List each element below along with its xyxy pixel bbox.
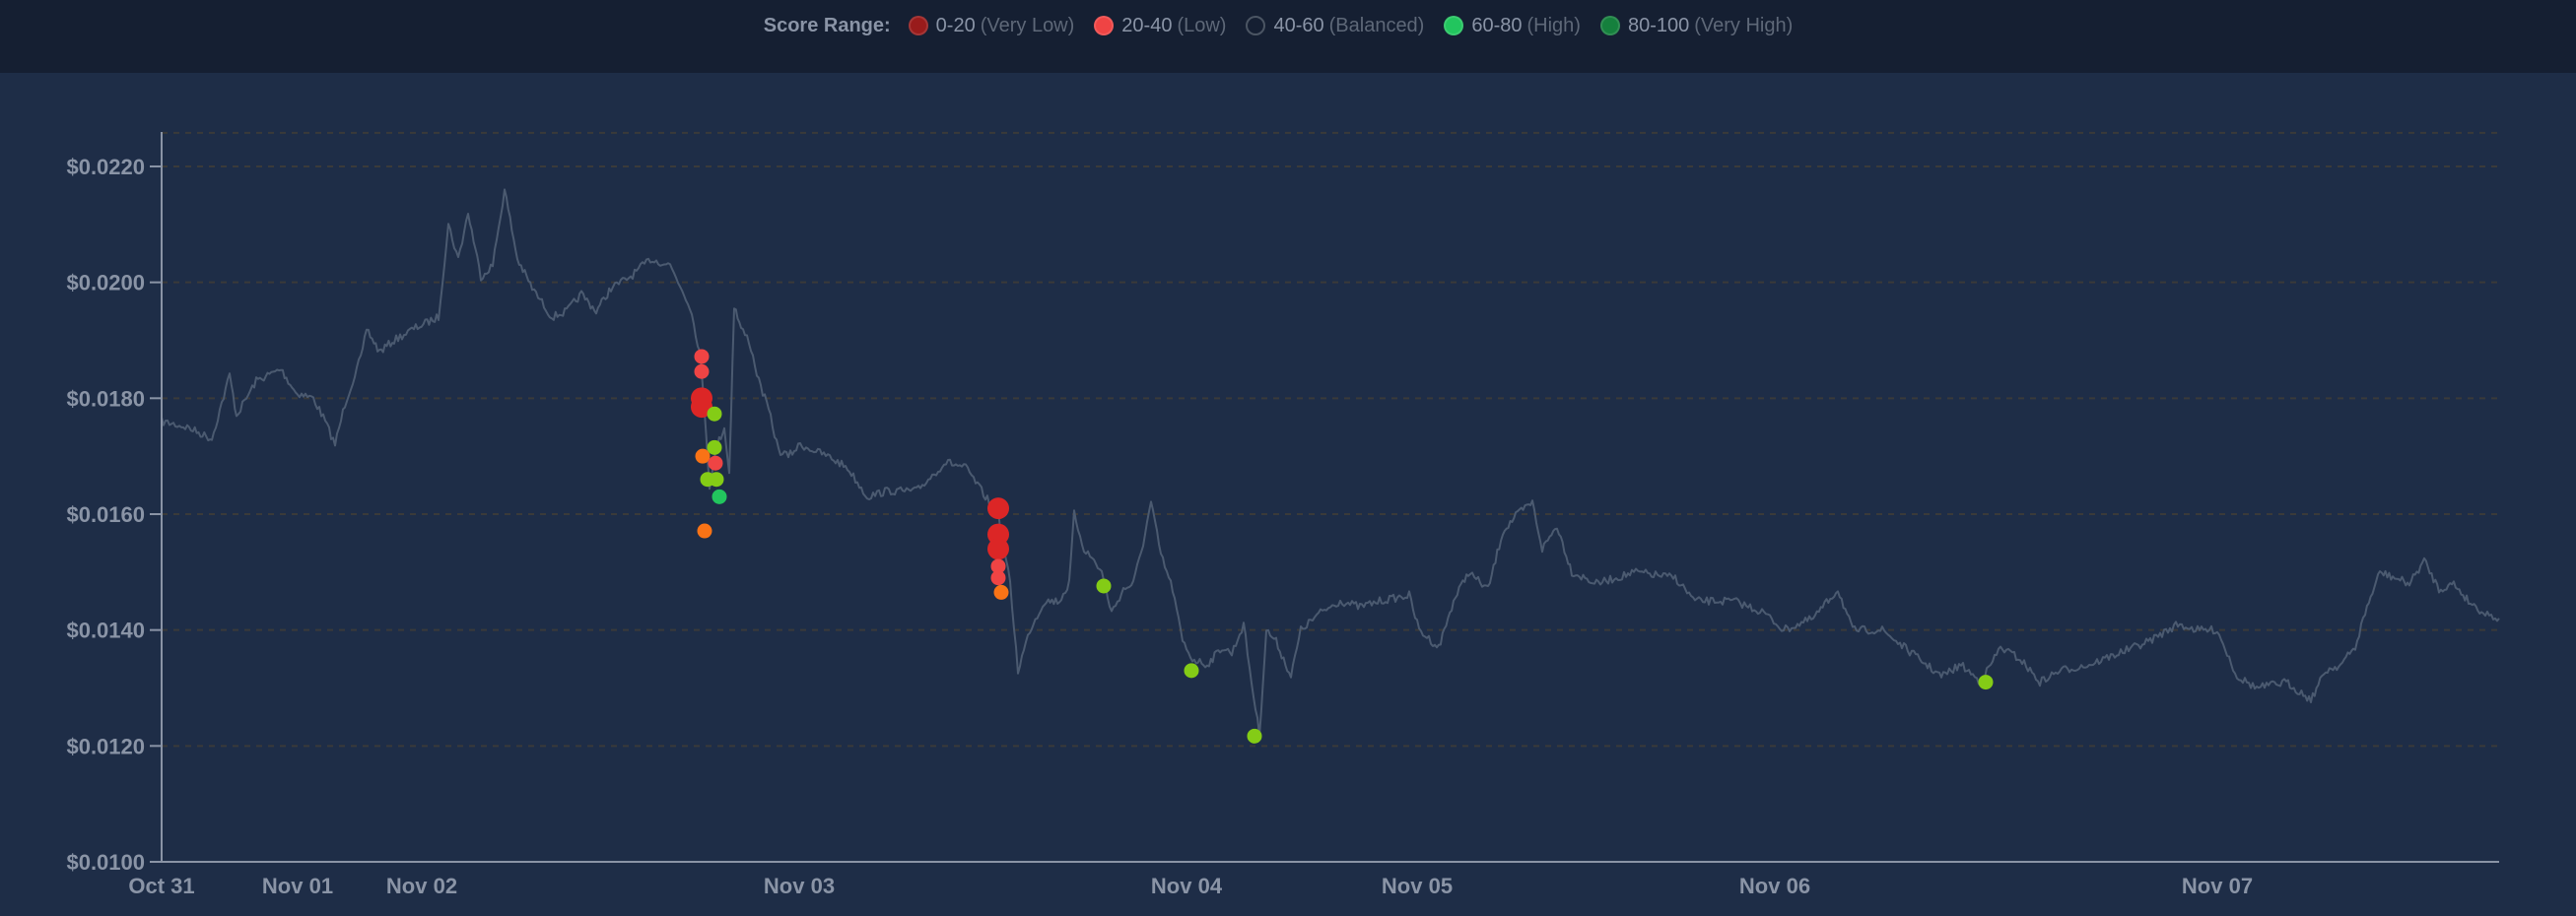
x-tick-label: Nov 06	[1739, 874, 1810, 898]
score-marker[interactable]	[1096, 578, 1112, 594]
gridlines	[162, 131, 2499, 748]
y-tick-label: $0.0160	[66, 502, 145, 527]
legend-desc: (Very High)	[1694, 14, 1794, 36]
legend-title: Score Range:	[763, 14, 891, 36]
y-tick-label: $0.0220	[66, 155, 145, 179]
legend-item-very-high[interactable]: 80-100 (Very High)	[1599, 14, 1794, 37]
score-marker[interactable]	[695, 448, 711, 464]
y-tick-label: $0.0200	[66, 271, 145, 295]
legend-item-balanced[interactable]: 40-60 (Balanced)	[1246, 15, 1424, 37]
legend-dot-icon	[1246, 16, 1266, 35]
x-tick-label: Nov 02	[386, 874, 457, 898]
score-markers	[691, 349, 1994, 744]
score-marker[interactable]	[712, 489, 727, 504]
legend-dot-icon	[1444, 16, 1464, 35]
score-marker[interactable]	[993, 584, 1009, 600]
y-tick-label: $0.0180	[66, 386, 145, 411]
y-tick-label: $0.0100	[66, 850, 145, 875]
score-marker[interactable]	[1978, 675, 1994, 690]
score-marker[interactable]	[987, 497, 1009, 520]
score-marker[interactable]	[1247, 728, 1262, 744]
score-marker[interactable]	[708, 455, 723, 471]
legend-range: 40-60	[1273, 14, 1324, 36]
y-tick-label: $0.0140	[66, 619, 145, 643]
header-bar	[0, 0, 2576, 73]
score-marker[interactable]	[1184, 663, 1199, 679]
legend-item-high[interactable]: 60-80 (High)	[1444, 15, 1581, 37]
x-tick-label: Oct 31	[128, 874, 194, 898]
score-marker[interactable]	[990, 558, 1006, 574]
score-marker[interactable]	[697, 523, 712, 539]
legend-range: 60-80	[1471, 14, 1523, 36]
score-marker[interactable]	[990, 570, 1006, 586]
legend-desc: (Low)	[1177, 14, 1227, 36]
score-marker[interactable]	[707, 406, 722, 422]
legend-item-very-low[interactable]: 0-20 (Very Low)	[908, 14, 1075, 37]
legend-dot-icon	[1599, 16, 1620, 35]
legend-dot-icon	[908, 16, 928, 35]
score-marker[interactable]	[694, 349, 710, 364]
score-range-legend: Score Range: 0-20 (Very Low) 20-40 (Low)…	[0, 0, 2576, 51]
price-line	[161, 188, 2500, 738]
legend-desc: (Very Low)	[980, 14, 1075, 36]
legend-desc: (Balanced)	[1328, 14, 1425, 36]
x-tick-label: Nov 07	[2182, 874, 2253, 898]
price-series-line	[161, 188, 2500, 738]
legend-range: 80-100	[1627, 14, 1690, 36]
x-tick-label: Nov 01	[262, 874, 333, 898]
legend-item-low[interactable]: 20-40 (Low)	[1094, 15, 1226, 37]
score-marker[interactable]	[694, 363, 710, 379]
x-tick-label: Nov 05	[1382, 874, 1453, 898]
legend-dot-icon	[1094, 16, 1115, 35]
legend-range: 20-40	[1121, 14, 1173, 36]
score-marker[interactable]	[709, 472, 724, 488]
axes: $0.0100 $0.0120 $0.0140 $0.0160 $0.0180 $0.02…	[66, 132, 2499, 898]
legend-desc: (High)	[1526, 14, 1581, 36]
y-tick-label: $0.0120	[66, 734, 145, 758]
x-tick-label: Nov 03	[764, 874, 835, 898]
legend-range: 0-20	[935, 14, 976, 36]
score-marker[interactable]	[987, 538, 1009, 560]
score-marker[interactable]	[691, 396, 712, 419]
x-tick-label: Nov 04	[1151, 874, 1223, 898]
score-marker[interactable]	[707, 439, 722, 455]
